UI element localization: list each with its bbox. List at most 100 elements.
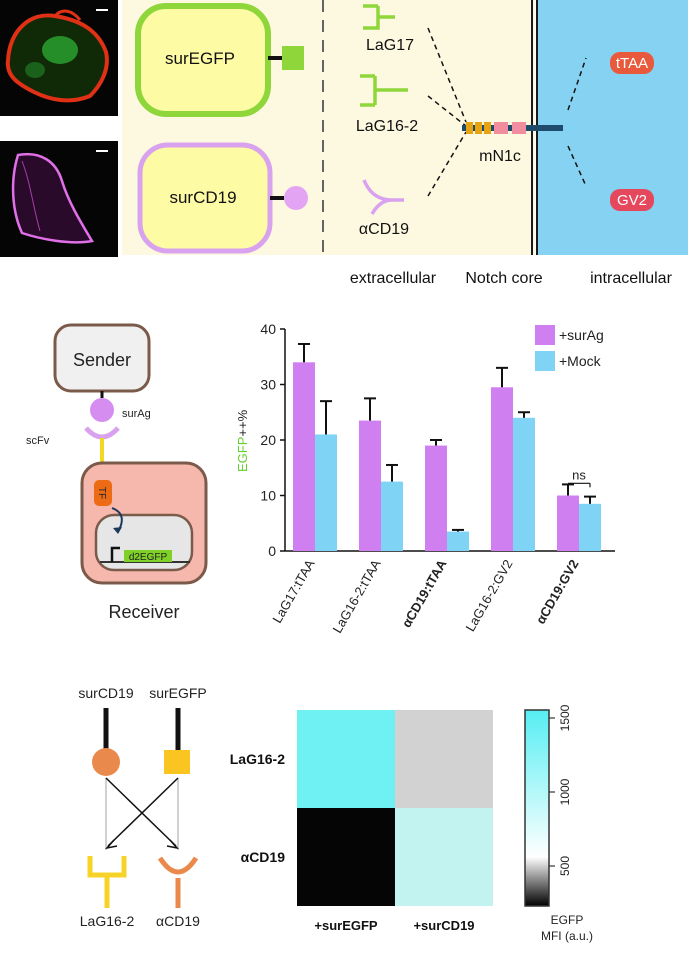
surcd19-label: surCD19 — [78, 685, 133, 701]
lag17-label: LaG17 — [366, 37, 414, 54]
lag17-nanobody-icon — [363, 4, 395, 30]
acd19-label: αCD19 — [359, 221, 409, 238]
heatmap-cell — [297, 808, 395, 906]
heatmap-row-label: LaG16-2 — [230, 751, 285, 767]
scfv-label: scFv — [26, 435, 50, 447]
region-intracellular: intracellular — [590, 270, 672, 287]
bar — [557, 495, 579, 551]
heatmap-cell — [395, 808, 493, 906]
heatmap-row-label: αCD19 — [241, 849, 286, 865]
gv2-badge — [610, 189, 654, 211]
lnr-repeat-3 — [484, 122, 491, 134]
lag16-2-nanobody-icon — [360, 74, 408, 107]
bar — [425, 445, 447, 551]
notch-label: mN1c — [479, 148, 521, 165]
promoter-arrow-icon — [110, 546, 120, 562]
ttaa-label: tTAA — [616, 55, 648, 72]
colorbar-label-line2: MFI (a.u.) — [541, 929, 593, 943]
bar-chart: 0 10 20 30 40 LaG17:tTAA LaG16-2:tTAA αCD19:tTA… — [235, 321, 615, 636]
y-axis-label-rest: ++% — [235, 409, 250, 436]
x-tick-label: LaG17:tTAA — [269, 557, 317, 626]
region-notch-core: Notch core — [465, 270, 542, 287]
tf-label: TF — [96, 487, 107, 499]
surag-label: surAg — [122, 408, 151, 420]
bar — [315, 434, 337, 551]
ns-annotation: ns — [572, 467, 586, 482]
acd19-label-c: αCD19 — [156, 913, 200, 929]
panel-b-schematic: Sender surAg scFv TF d2EGFP Receiver — [26, 323, 208, 622]
colorbar-tick-label: 1000 — [558, 778, 572, 805]
colorbar-tick-label: 1500 — [558, 704, 572, 731]
colorbar-label-line1: EGFP — [551, 913, 584, 927]
y-tick-label: 30 — [260, 377, 276, 393]
heatmap-col-label: +surEGFP — [314, 918, 378, 933]
y-axis-label: EGFP++% — [235, 409, 250, 472]
tf-badge — [94, 480, 112, 506]
y-tick-label: 20 — [260, 432, 276, 448]
lag16-2-label: LaG16-2 — [356, 118, 418, 135]
panel-a-schematic: surEGFP surCD19 LaG17 LaG16-2 αCD19 mN1c… — [135, 0, 673, 287]
panel-c-schematic: surCD19 surEGFP LaG16-2 αCD19 — [78, 685, 207, 929]
y-tick-label: 40 — [260, 321, 276, 337]
micrograph-egfp-drawing — [5, 9, 109, 103]
egfp-square-icon — [282, 46, 304, 70]
bar — [447, 531, 469, 551]
d2egfp-label: d2EGFP — [129, 552, 168, 563]
region-extracellular: extracellular — [350, 270, 437, 287]
micrograph-cd19-drawing — [11, 150, 108, 244]
heatmap-col-label: +surCD19 — [413, 918, 474, 933]
lnr-repeat-1 — [466, 122, 473, 134]
cd19-circle-icon — [284, 186, 308, 210]
heatmap-cell — [297, 710, 395, 808]
connector-ttaa — [567, 57, 587, 111]
legend-swatch — [535, 351, 555, 371]
acd19-scfv-icon — [362, 179, 404, 215]
heatmap: LaG16-2 αCD19 +surEGFP +surCD19 500 1000 1500… — [230, 704, 593, 943]
surCD19-label: surCD19 — [169, 188, 236, 207]
surag-circle-icon — [90, 398, 114, 422]
connector-acd19 — [427, 131, 467, 197]
bar — [381, 481, 403, 551]
cross-arrow-1 — [105, 777, 177, 847]
cross-arrowhead-1 — [166, 839, 180, 850]
hd-domain-2 — [512, 122, 526, 134]
bar — [293, 362, 315, 551]
y-tick-label: 0 — [268, 543, 276, 559]
scfv-icon — [84, 426, 120, 440]
cross-arrowhead-2 — [104, 839, 118, 850]
lag16-2-label-c: LaG16-2 — [80, 913, 135, 929]
legend-swatch — [535, 325, 555, 345]
d2egfp-gene — [124, 550, 172, 562]
micrograph-cd19 — [0, 141, 118, 257]
colorbar-tick-label: 500 — [558, 856, 572, 876]
connector-gv2 — [567, 145, 587, 187]
lnr-repeat-2 — [475, 122, 482, 134]
connector-lag16-2 — [427, 95, 467, 127]
bar — [579, 503, 601, 551]
surEGFP-label-c: surEGFP — [149, 685, 207, 701]
ttaa-badge — [610, 52, 654, 74]
hd-domain-1 — [494, 122, 508, 134]
micrograph-egfp — [0, 0, 118, 116]
bar — [491, 387, 513, 551]
cross-arrow-2 — [107, 777, 179, 847]
legend-label: +surAg — [559, 327, 604, 343]
x-tick-label: LaG16-2:tTAA — [330, 557, 384, 636]
bar — [359, 420, 381, 551]
y-tick-label: 10 — [260, 488, 276, 504]
sender-label: Sender — [73, 350, 131, 370]
receiver-label: Receiver — [108, 602, 179, 622]
gv2-label: GV2 — [617, 192, 647, 209]
tf-arrowhead — [113, 527, 122, 534]
surEGFP-label: surEGFP — [165, 49, 235, 68]
heatmap-cell — [395, 710, 493, 808]
colorbar — [524, 709, 550, 907]
y-axis-label-egfp: EGFP — [235, 437, 250, 472]
acd19-binder-icon — [157, 856, 199, 908]
cd19-antigen-icon — [92, 748, 120, 776]
lag16-2-binder-icon — [87, 856, 127, 908]
connector-lag17 — [427, 27, 467, 123]
x-tick-label: αCD19:tTAA — [399, 556, 450, 630]
egfp-antigen-icon — [164, 750, 190, 774]
bar — [513, 417, 535, 551]
